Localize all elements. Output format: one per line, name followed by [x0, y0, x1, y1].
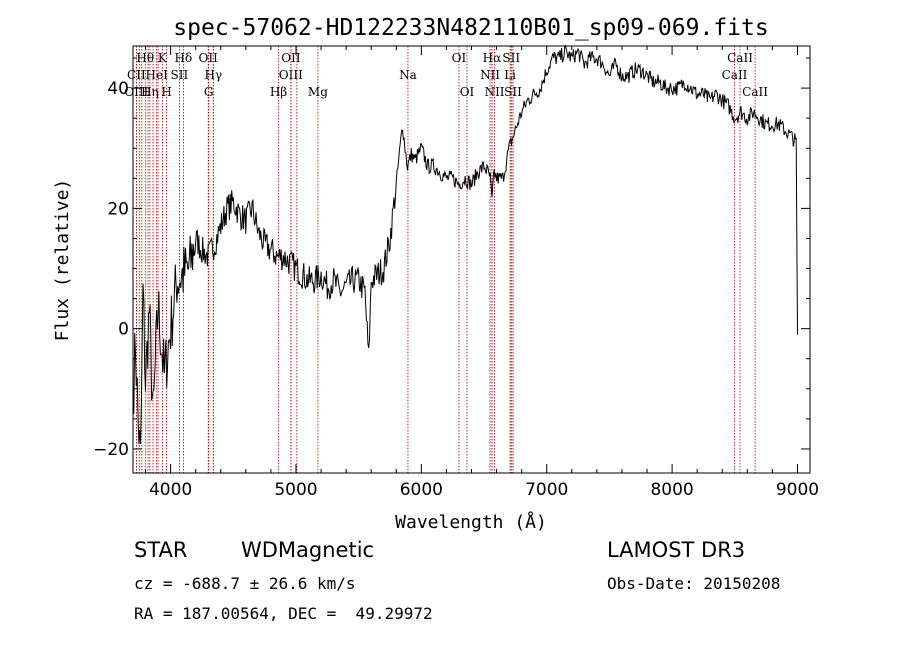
marker-label: Li — [504, 68, 516, 82]
marker-label: OII — [281, 51, 301, 65]
y-axis-label: Flux (relative) — [52, 179, 73, 342]
marker-label: SII — [504, 85, 522, 99]
object-type: STAR — [134, 538, 188, 562]
y-tick-label: 40 — [107, 79, 129, 99]
survey-name: LAMOST DR3 — [607, 538, 746, 562]
y-tick-label: −20 — [93, 440, 129, 460]
x-tick-label: 4000 — [149, 480, 192, 500]
marker-label: Hα — [483, 51, 502, 65]
object-subclass: WDMagnetic — [241, 538, 375, 562]
marker-label: Hθ — [136, 51, 154, 65]
spectrum-series — [132, 44, 798, 445]
y-tick-label: 0 — [118, 320, 129, 340]
marker-label: K — [158, 51, 168, 65]
x-tick-label: 8000 — [650, 480, 693, 500]
chart-title: spec-57062-HD122233N482110B01_sp09-069.f… — [173, 15, 768, 41]
marker-label: H — [161, 85, 171, 99]
marker-label: HeI — [146, 68, 169, 82]
marker-label: G — [204, 85, 214, 99]
marker-label: OI — [452, 51, 467, 65]
marker-label: Hβ — [270, 85, 287, 99]
x-axis-label: Wavelength (Å) — [395, 511, 547, 533]
marker-label: NII — [480, 68, 500, 82]
obs-date-text: Obs-Date: 20150208 — [607, 574, 781, 593]
x-tick-label: 5000 — [274, 480, 317, 500]
coordinates-text: RA = 187.00564, DEC = 49.29972 — [134, 604, 433, 623]
y-tick-label: 20 — [107, 199, 129, 219]
marker-label: Mg — [308, 85, 328, 99]
marker-label: OI — [460, 85, 475, 99]
marker-label: CaII — [742, 85, 768, 99]
marker-label: SII — [502, 51, 520, 65]
marker-label: CII — [127, 68, 146, 82]
marker-label: CaII — [722, 68, 748, 82]
marker-label: OIII — [124, 85, 148, 99]
marker-label: Na — [399, 68, 417, 82]
plot-frame — [132, 45, 811, 474]
x-tick-label: 9000 — [776, 480, 819, 500]
spectrum-chart: 4000 5000 6000 7000 8000 9000 −20 0 20 40 Hθ K Hδ OI… — [52, 15, 819, 533]
marker-label: OII — [199, 51, 219, 65]
axis-ticks: 4000 5000 6000 7000 8000 9000 −20 0 20 40 — [93, 46, 819, 500]
marker-label: Hδ — [175, 51, 193, 65]
marker-label: OIII — [279, 68, 303, 82]
redshift-text: cz = -688.7 ± 26.6 km/s — [134, 574, 356, 593]
marker-label: SII — [171, 68, 189, 82]
line-markers — [135, 46, 756, 473]
marker-label: Hη — [141, 85, 159, 99]
marker-label: CaII — [727, 51, 753, 65]
marker-label: Hγ — [205, 68, 223, 82]
x-tick-label: 6000 — [400, 480, 443, 500]
marker-label: NII — [485, 85, 505, 99]
x-tick-label: 7000 — [525, 480, 568, 500]
